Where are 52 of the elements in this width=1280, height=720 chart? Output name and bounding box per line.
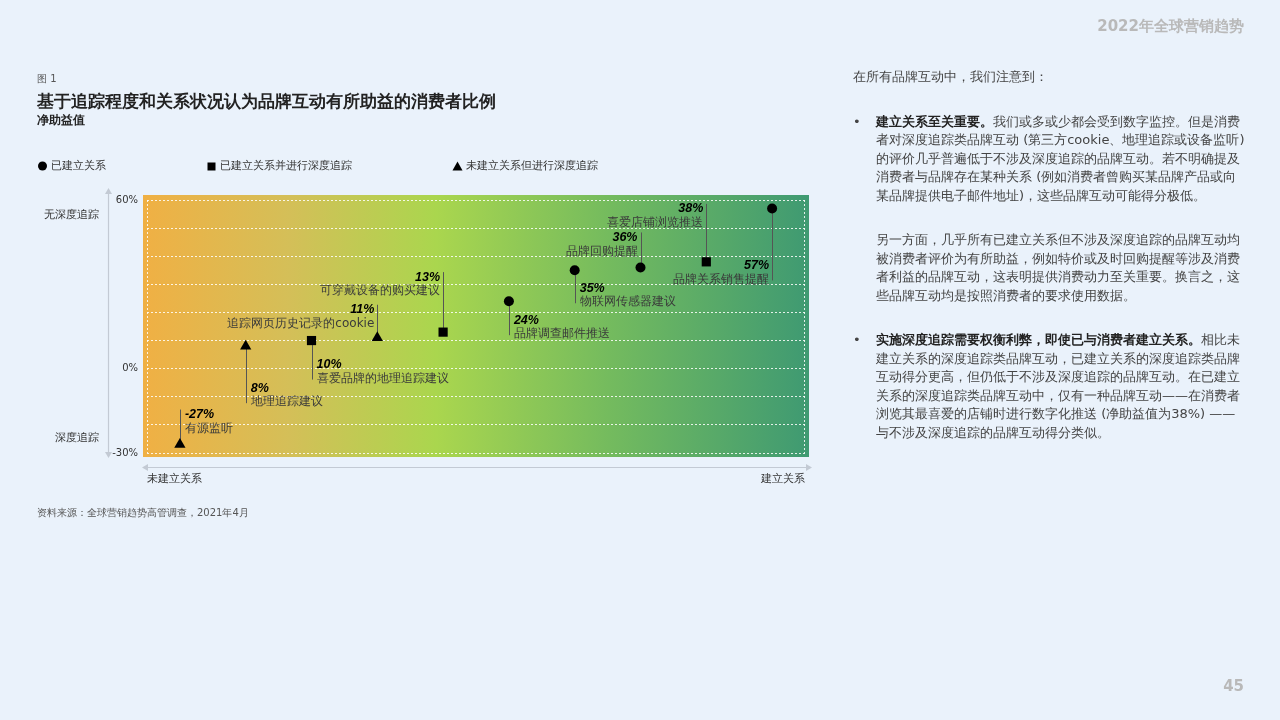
data-label: 36% — [612, 229, 638, 244]
annotation: 品牌回购提醒 — [565, 243, 638, 258]
data-label: 10% — [316, 357, 342, 372]
text: 在所有品牌互动中，我们注意到： — [853, 68, 1049, 86]
text: 建立关系 — [761, 472, 805, 485]
point — [503, 296, 514, 307]
text: 未建立关系 — [147, 472, 202, 485]
text: • — [853, 331, 861, 349]
chart-title: 基于追踪程度和关系状况认为品牌互动有所助益的消费者比例 — [37, 91, 496, 112]
data-label: 24% — [512, 312, 539, 327]
legend-label: 未建立关系但进行深度追踪 — [466, 159, 598, 173]
annotation: 物联网传感器建议 — [579, 294, 676, 309]
caption: 图 1 — [37, 73, 57, 85]
point — [701, 257, 711, 267]
point — [174, 438, 186, 448]
chart-subtitle: 净助益值 — [37, 113, 85, 128]
text: 45 — [1223, 677, 1244, 695]
point — [438, 327, 448, 337]
legend-label: 已建立关系并进行深度追踪 — [220, 159, 352, 173]
data-label: 38% — [678, 201, 704, 216]
text: 建立关系至关重要。 — [876, 113, 993, 129]
data-label: 8% — [250, 380, 269, 395]
text: 另一方面，几乎所有已建立关系但不涉及深度追踪的品牌互动均被消费者评价为有所助益，例如特价或及时回购提醒等涉及消费者利益的品牌互动，这表明提供消费动力至关重要。换言之，这些品牌互动均是按照消费者的要求使用数据。 — [876, 231, 1241, 305]
text: 2022年全球营销趋势 — [1097, 17, 1244, 35]
point — [569, 265, 580, 276]
point — [635, 262, 646, 273]
data-label: 11% — [350, 302, 375, 317]
point — [306, 335, 317, 346]
data-label: 57% — [744, 257, 770, 272]
y-tick-label: 0% — [122, 362, 138, 374]
text: 资料来源：全球营销趋势高管调查，2021年4月 — [37, 507, 249, 519]
text: • — [853, 112, 861, 131]
annotation: 喜爱品牌的地理追踪建议 — [316, 370, 449, 385]
text: 无深度追踪 — [44, 208, 99, 221]
text: 实施深度追踪需要权衡利弊，即使已与消费者建立关系。 — [876, 332, 1201, 347]
y-tick-label: 60% — [115, 193, 138, 205]
point — [240, 339, 252, 350]
annotation: 喜爱店铺浏览推送 — [607, 214, 704, 229]
annotation: 品牌调查邮件推送 — [513, 326, 610, 341]
data-label: 13% — [415, 269, 441, 284]
y-tick-label: -30% — [112, 446, 138, 458]
legend-label: 已建立关系 — [51, 159, 106, 173]
point — [371, 331, 383, 341]
annotation: 品牌关系销售提醒 — [673, 271, 770, 286]
annotation: 追踪网页历史记录的cookie — [227, 315, 375, 330]
point — [767, 203, 778, 214]
annotation: 地理追踪建议 — [249, 394, 323, 409]
data-label: -27% — [184, 407, 215, 422]
annotation: 有源监听 — [184, 420, 233, 435]
text: 深度追踪 — [55, 431, 99, 444]
annotation: 可穿戴设备的购买建议 — [320, 283, 441, 298]
data-label: 35% — [579, 280, 605, 295]
